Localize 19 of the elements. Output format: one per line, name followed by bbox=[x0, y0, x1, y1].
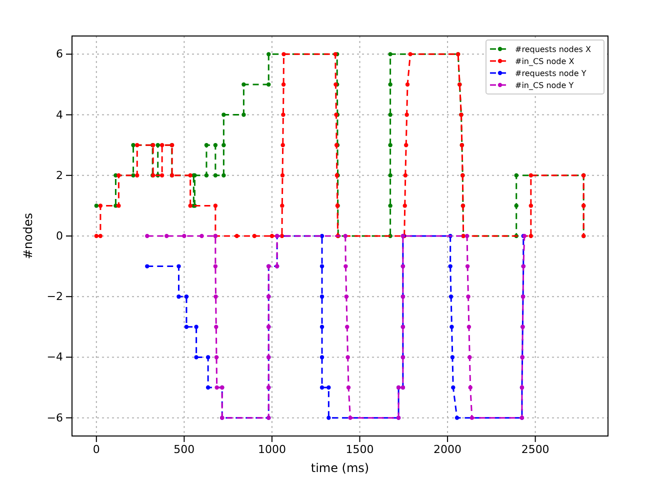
y-tick-label: −6 bbox=[46, 411, 63, 424]
y-tick-label: 0 bbox=[56, 230, 63, 243]
legend-label: #in_CS node Y bbox=[515, 81, 574, 90]
x-tick-label: 2000 bbox=[434, 442, 462, 456]
x-tick-label: 2500 bbox=[521, 442, 550, 456]
x-axis-title: time (ms) bbox=[310, 461, 370, 475]
y-tick-label: 2 bbox=[56, 168, 63, 182]
legend-label: #requests node Y bbox=[515, 69, 586, 78]
x-tick-label: 500 bbox=[174, 442, 195, 456]
legend-label: #requests nodes X bbox=[515, 45, 592, 54]
y-tick-label: 6 bbox=[56, 48, 63, 61]
x-tick-label: 0 bbox=[92, 442, 100, 456]
x-tick-label: 1500 bbox=[346, 442, 374, 456]
legend-label: #in_CS node X bbox=[515, 57, 575, 66]
y-axis-title: #nodes bbox=[21, 212, 35, 260]
y-tick-label: −4 bbox=[46, 350, 63, 364]
y-tick-label: −2 bbox=[46, 290, 63, 304]
y-tick-label: 4 bbox=[56, 108, 63, 122]
x-tick-label: 1000 bbox=[258, 442, 286, 456]
